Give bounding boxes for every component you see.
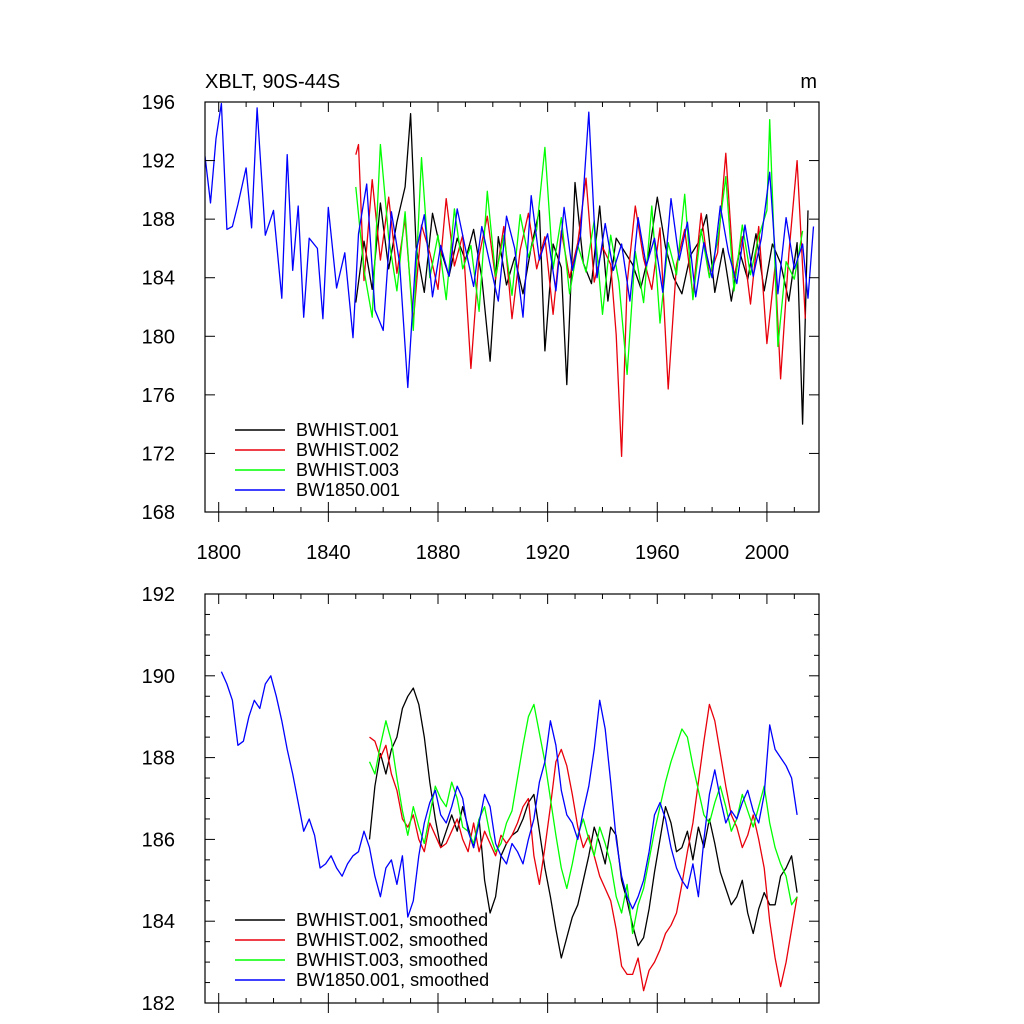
series-line-4 — [205, 102, 815, 389]
legend-label: BW1850.001 — [296, 480, 400, 500]
plot-frame — [204, 101, 820, 513]
x-tick-label: 1840 — [306, 542, 351, 564]
y-tick-label: 188 — [142, 748, 175, 770]
legend-label: BWHIST.001 — [296, 420, 399, 440]
x-tick-label: 1920 — [525, 542, 570, 564]
y-tick-label: 184 — [142, 268, 175, 290]
x-tick-label: 2000 — [745, 542, 790, 564]
y-tick-label: 180 — [142, 326, 175, 348]
legend-label: BW1850.001, smoothed — [296, 970, 489, 990]
y-tick-label: 184 — [142, 911, 175, 933]
y-tick-label: 196 — [142, 92, 175, 114]
y-tick-label: 168 — [142, 502, 175, 524]
panel-1: 168 172 176 180 184 188 192 196 1800 1840 1880 1920… — [142, 71, 820, 564]
y-tick-label: 192 — [142, 151, 175, 173]
y-tick-label: 182 — [142, 993, 175, 1015]
legend-label: BWHIST.003 — [296, 460, 399, 480]
series-group — [220, 671, 798, 992]
y-tick-label: 188 — [142, 209, 175, 231]
legend-label: BWHIST.002, smoothed — [296, 930, 488, 950]
chart-title: XBLT, 90S-44S — [205, 71, 340, 93]
series-line-1 — [355, 113, 809, 425]
x-tick-label: 1880 — [416, 542, 461, 564]
legend-label: BWHIST.003, smoothed — [296, 950, 488, 970]
series-line-2 — [369, 703, 798, 992]
y-tick-label: 186 — [142, 829, 175, 851]
y-tick-label: 192 — [142, 584, 175, 606]
x-tick-label: 1960 — [635, 542, 680, 564]
x-tick-label: 1800 — [196, 542, 241, 564]
legend-label: BWHIST.002 — [296, 440, 399, 460]
units-label: m — [800, 71, 817, 93]
y-tick-label: 176 — [142, 385, 175, 407]
series-group — [205, 102, 815, 458]
legend-label: BWHIST.001, smoothed — [296, 910, 488, 930]
series-line-3 — [368, 703, 798, 935]
series-line-3 — [355, 118, 804, 376]
y-tick-label: 172 — [142, 443, 175, 465]
series-line-4 — [220, 671, 798, 918]
y-tick-label: 190 — [142, 666, 175, 688]
